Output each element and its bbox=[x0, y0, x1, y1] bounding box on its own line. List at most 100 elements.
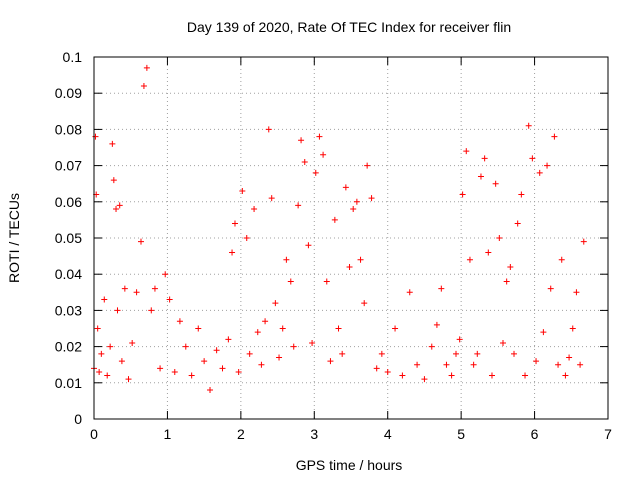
data-point bbox=[298, 137, 305, 144]
data-point bbox=[406, 289, 413, 296]
data-point bbox=[279, 325, 286, 332]
data-point bbox=[225, 336, 232, 343]
data-point bbox=[309, 339, 316, 346]
data-point bbox=[453, 350, 460, 357]
data-point bbox=[229, 249, 236, 256]
data-point bbox=[243, 235, 250, 241]
data-point bbox=[305, 242, 312, 249]
data-point bbox=[327, 358, 334, 365]
data-point bbox=[110, 177, 117, 184]
data-point bbox=[353, 198, 360, 205]
data-point bbox=[518, 191, 525, 198]
data-point bbox=[137, 238, 144, 245]
x-tick-labels: 0 1 2 3 4 5 6 7 bbox=[90, 426, 612, 442]
data-point bbox=[392, 325, 399, 332]
data-point bbox=[92, 133, 99, 140]
data-point bbox=[525, 122, 532, 129]
data-point bbox=[246, 350, 253, 357]
data-point bbox=[562, 372, 569, 379]
data-point bbox=[323, 278, 330, 285]
data-point bbox=[573, 289, 580, 296]
x-tick-label: 0 bbox=[90, 426, 98, 442]
data-point bbox=[456, 336, 463, 343]
data-point bbox=[254, 329, 261, 336]
data-point bbox=[488, 372, 495, 379]
data-point bbox=[312, 169, 319, 176]
data-point bbox=[459, 191, 466, 198]
axis-ticks bbox=[93, 56, 609, 420]
data-point bbox=[466, 256, 473, 263]
data-point bbox=[544, 162, 551, 169]
data-point bbox=[499, 339, 506, 346]
data-point bbox=[384, 368, 391, 375]
data-point bbox=[580, 238, 587, 245]
data-point bbox=[536, 169, 543, 176]
data-point bbox=[421, 376, 428, 383]
data-point bbox=[276, 354, 283, 361]
data-point bbox=[361, 300, 368, 307]
data-point bbox=[251, 206, 258, 213]
y-tick-label: 0.02 bbox=[55, 339, 82, 355]
data-point bbox=[503, 278, 510, 285]
data-point bbox=[364, 162, 371, 169]
data-point bbox=[151, 285, 158, 292]
data-point bbox=[262, 318, 269, 325]
data-point bbox=[121, 285, 128, 292]
y-axis-label: ROTI / TECUs bbox=[6, 193, 22, 283]
grid-lines bbox=[94, 57, 608, 419]
data-point bbox=[511, 350, 518, 357]
data-point bbox=[272, 300, 279, 307]
data-point bbox=[463, 148, 470, 155]
data-point bbox=[287, 278, 294, 285]
data-point bbox=[477, 173, 484, 180]
data-point bbox=[481, 155, 488, 162]
data-point bbox=[133, 289, 140, 296]
data-point bbox=[342, 184, 349, 191]
y-tick-label: 0.07 bbox=[55, 158, 82, 174]
data-point bbox=[101, 296, 108, 303]
data-point bbox=[268, 195, 275, 202]
data-point bbox=[166, 296, 173, 303]
data-point bbox=[331, 216, 338, 223]
data-point bbox=[533, 358, 540, 365]
data-point bbox=[258, 361, 265, 368]
x-tick-label: 3 bbox=[310, 426, 318, 442]
data-point bbox=[522, 372, 529, 379]
y-tick-label: 0.1 bbox=[63, 49, 83, 65]
x-tick-label: 5 bbox=[457, 426, 465, 442]
data-point bbox=[125, 376, 132, 383]
data-point bbox=[438, 285, 445, 292]
data-point bbox=[176, 318, 183, 325]
data-point bbox=[283, 256, 290, 263]
data-point bbox=[231, 220, 238, 227]
data-point bbox=[113, 206, 120, 213]
x-tick-label: 1 bbox=[164, 426, 172, 442]
data-point bbox=[219, 365, 226, 372]
data-point bbox=[433, 321, 440, 328]
y-tick-label: 0.08 bbox=[55, 121, 82, 137]
data-point bbox=[414, 361, 421, 368]
data-point bbox=[368, 195, 375, 202]
data-point bbox=[373, 365, 380, 372]
data-point bbox=[443, 361, 450, 368]
data-point bbox=[182, 343, 189, 350]
data-point bbox=[207, 387, 214, 394]
data-point bbox=[301, 158, 308, 165]
data-point bbox=[265, 126, 272, 133]
x-tick-label: 4 bbox=[384, 426, 392, 442]
data-point bbox=[492, 180, 499, 187]
data-point bbox=[195, 325, 202, 332]
data-point bbox=[94, 325, 101, 332]
data-point bbox=[529, 155, 536, 162]
data-point bbox=[357, 256, 364, 263]
data-point bbox=[295, 202, 302, 209]
data-point bbox=[555, 361, 562, 368]
data-point bbox=[399, 372, 406, 379]
data-point bbox=[448, 372, 455, 379]
data-point bbox=[213, 347, 220, 354]
x-tick-label: 6 bbox=[531, 426, 539, 442]
y-tick-label: 0.05 bbox=[55, 230, 82, 246]
data-point bbox=[540, 329, 547, 336]
data-point bbox=[558, 256, 565, 263]
